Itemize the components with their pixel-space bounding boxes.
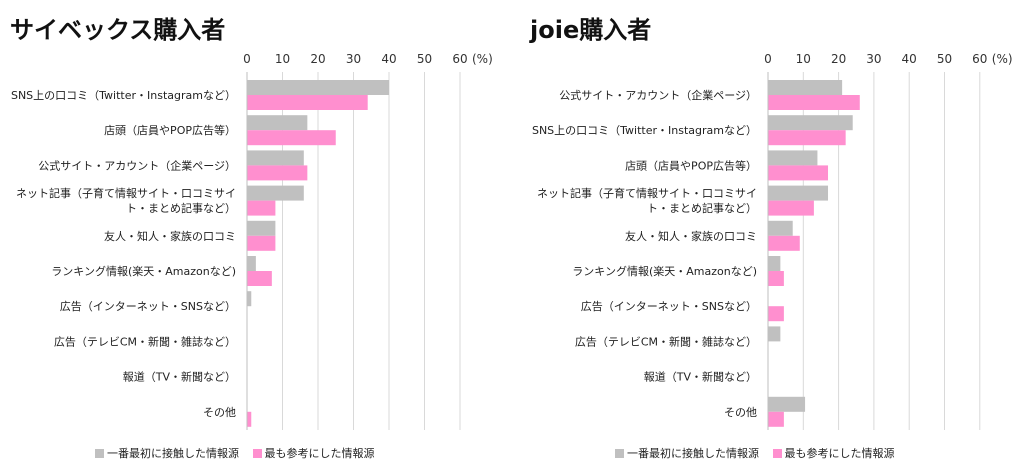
category-label: 店頭（店員やPOP広告等） xyxy=(625,158,757,172)
bar-first xyxy=(768,220,793,236)
x-tick-label: 30 xyxy=(346,52,361,66)
category-label: 広告（テレビCM・新聞・雑誌など） xyxy=(575,334,757,348)
category-label: 広告（テレビCM・新聞・雑誌など） xyxy=(54,334,236,348)
bar-first xyxy=(768,326,781,342)
x-tick-label: 50 xyxy=(937,52,952,66)
bar-most xyxy=(247,165,308,181)
category-label: 友人・知人・家族の口コミ xyxy=(625,229,757,243)
bar-most xyxy=(768,411,784,427)
x-tick-label: 60 xyxy=(972,52,987,66)
x-tick-label: 40 xyxy=(381,52,396,66)
bar-first xyxy=(247,220,276,236)
bar-first xyxy=(768,396,806,412)
bar-first xyxy=(247,256,256,271)
chart-panel-joie: joie購入者 0 10 20 30 40 50 60 (%) 公式サイト・アカウント（企業ペー… xyxy=(520,0,1024,475)
legend-item-first: 一番最初に接触した情報源 xyxy=(615,445,759,461)
bar-first xyxy=(247,291,252,307)
legend: 一番最初に接触した情報源 最も参考にした情報源 xyxy=(615,445,905,461)
bar-most xyxy=(768,306,784,322)
x-tick-label: 20 xyxy=(831,52,846,66)
chart-panel-cybex: サイベックス購入者 0 10 20 30 40 50 60 (%) SNS上の口コミ（Twitt… xyxy=(10,16,493,461)
category-label: ト・まとめ記事など） xyxy=(126,201,236,215)
bar-most xyxy=(247,200,276,216)
legend-swatch-most xyxy=(252,448,262,458)
category-label: その他 xyxy=(203,406,236,419)
category-label: 友人・知人・家族の口コミ xyxy=(104,229,236,243)
bar-most xyxy=(768,95,860,110)
legend-label-first: 一番最初に接触した情報源 xyxy=(627,447,759,460)
category-label: SNS上の口コミ（Twitter・Instagramなど） xyxy=(11,89,236,102)
bar-first xyxy=(247,115,308,131)
legend-label-most: 最も参考にした情報源 xyxy=(264,447,375,460)
bar-first xyxy=(247,185,304,201)
category-label: ランキング情報(楽天・Amazonなど) xyxy=(572,264,757,278)
category-label: 公式サイト・アカウント（企業ページ） xyxy=(559,88,757,102)
legend-swatch-most xyxy=(772,448,782,458)
bar-most xyxy=(768,130,846,146)
category-label: 広告（インターネット・SNSなど） xyxy=(60,300,236,313)
category-label: その他 xyxy=(724,406,757,419)
category-label: SNS上の口コミ（Twitter・Instagramなど） xyxy=(532,124,757,137)
category-label: ネット記事（子育て情報サイト・口コミサイ xyxy=(16,186,236,200)
category-label: ト・まとめ記事など） xyxy=(647,201,757,215)
bar-most xyxy=(247,235,276,251)
bar-most xyxy=(768,235,800,251)
legend-item-most: 最も参考にした情報源 xyxy=(772,445,895,461)
bar-first xyxy=(768,256,781,271)
bar-most xyxy=(768,271,784,286)
bar-first xyxy=(768,115,853,131)
x-tick-label: 60 xyxy=(452,52,467,66)
category-label: 広告（インターネット・SNSなど） xyxy=(581,300,757,313)
bar-most xyxy=(247,130,336,146)
chart-title: サイベックス購入者 xyxy=(10,16,226,44)
bar-first xyxy=(247,80,389,95)
axis-unit-label: (%) xyxy=(992,52,1013,66)
x-tick-label: 10 xyxy=(796,52,811,66)
category-label: 店頭（店員やPOP広告等） xyxy=(104,123,236,137)
x-tick-label: 0 xyxy=(243,52,251,66)
bar-most xyxy=(247,95,368,110)
category-label: ネット記事（子育て情報サイト・口コミサイ xyxy=(537,186,757,200)
legend-label-first: 一番最初に接触した情報源 xyxy=(107,447,239,460)
legend-label-most: 最も参考にした情報源 xyxy=(784,447,895,460)
x-tick-label: 40 xyxy=(902,52,917,66)
category-label: 報道（TV・新聞など） xyxy=(644,370,757,384)
legend-swatch-first xyxy=(615,448,624,458)
chart-title: joie購入者 xyxy=(530,16,652,44)
bar-first xyxy=(768,150,818,166)
x-tick-label: 50 xyxy=(417,52,432,66)
category-label: 報道（TV・新聞など） xyxy=(123,370,236,384)
axis-unit-label: (%) xyxy=(472,52,493,66)
legend-item-first: 一番最初に接触した情報源 xyxy=(95,445,239,461)
x-tick-label: 10 xyxy=(275,52,290,66)
bar-most xyxy=(768,200,814,216)
legend-swatch-first xyxy=(95,448,104,458)
bar-most xyxy=(247,271,272,286)
x-tick-label: 30 xyxy=(866,52,881,66)
bar-most xyxy=(247,411,252,427)
bar-first xyxy=(768,185,829,201)
bar-chart-cybex: 0 10 20 30 40 50 60 (%) SNS上の口コミ（Twitter・Instagr… xyxy=(11,52,493,430)
bar-first xyxy=(247,150,304,166)
x-tick-label: 20 xyxy=(310,52,325,66)
bar-first xyxy=(768,80,843,95)
category-label: ランキング情報(楽天・Amazonなど) xyxy=(51,264,236,278)
category-label: 公式サイト・アカウント（企業ページ） xyxy=(38,158,236,172)
x-tick-label: 0 xyxy=(764,52,772,66)
legend-item-most: 最も参考にした情報源 xyxy=(252,445,375,461)
bar-chart-joie: 0 10 20 30 40 50 60 (%) 公式サイト・アカウント（企業ページ） SNS上の口… xyxy=(532,52,1013,430)
bar-most xyxy=(768,165,829,181)
legend: 一番最初に接触した情報源 最も参考にした情報源 xyxy=(95,445,385,461)
